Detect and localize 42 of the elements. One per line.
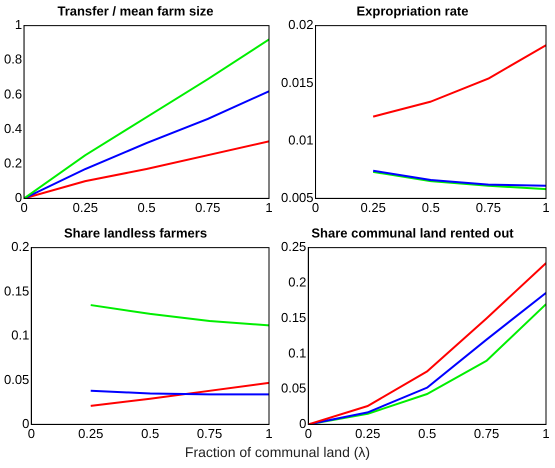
chart-title: Transfer / mean farm size [57,3,214,18]
x-tick-label: 0.25 [355,426,380,441]
chart-title: Share landless farmers [64,225,208,240]
y-tick-label: 0.01 [288,132,314,148]
y-tick-label: 0.6 [4,86,22,102]
y-tick-label: 0.4 [4,120,22,136]
x-tick-label: 0.25 [72,200,98,215]
y-tick-label: 0.005 [280,190,314,205]
chart-title: Expropriation rate [356,3,468,18]
y-tick-label: 0.1 [11,328,30,343]
x-tick-label: 0.25 [78,426,104,441]
y-tick-label: 0.15 [280,310,306,325]
x-tick-label: 0.5 [137,200,156,215]
x-tick-label: 0.75 [196,426,222,441]
x-tick-label: 0.75 [195,200,220,215]
x-tick-label: 0.75 [474,426,500,441]
y-tick-label: 0.2 [4,155,22,170]
y-tick-label: 0.15 [4,283,30,298]
x-tick-label: 1 [265,200,273,215]
y-tick-label: 0.02 [288,17,314,32]
x-tick-label: 0.25 [360,200,386,215]
y-tick-label: 0.015 [280,74,314,90]
x-tick-label: 1 [542,426,550,441]
x-tick-label: 0.5 [141,426,160,441]
y-tick-label: 0.2 [11,239,30,254]
x-tick-label: 0.5 [418,426,436,441]
y-tick-label: 0.1 [288,345,306,360]
y-tick-label: 0.2 [288,274,306,290]
chart-title: Share communal land rented out [311,225,514,240]
x-tick-label: 1 [542,200,550,215]
x-tick-label: 0.5 [422,200,440,215]
y-tick-label: 0 [299,416,306,431]
x-axis-title: Fraction of communal land (λ) [184,444,372,460]
y-tick-label: 0 [14,190,22,205]
x-tick-label: 0.75 [476,200,502,215]
x-tick-label: 1 [265,426,273,441]
y-tick-label: 0 [22,416,30,431]
y-tick-label: 0.05 [4,372,30,387]
y-tick-label: 0.05 [280,380,306,396]
y-tick-label: 0.8 [4,52,22,67]
y-tick-label: 0.25 [280,239,306,254]
y-tick-label: 1 [14,17,22,32]
